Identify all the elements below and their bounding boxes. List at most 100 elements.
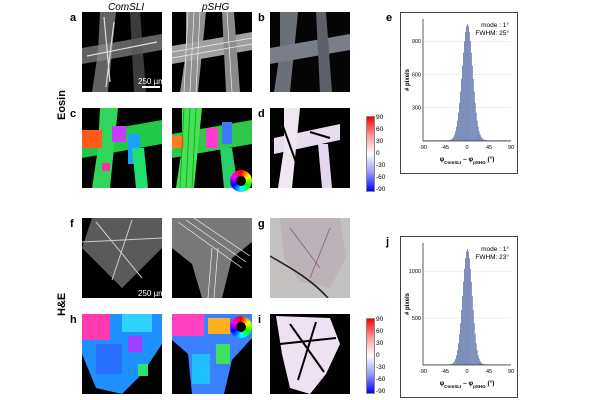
- annotation-mode: mode : 1°: [481, 245, 509, 253]
- histogram-bar: [451, 363, 453, 365]
- histogram-bar: [453, 362, 455, 365]
- histogram-bar: [473, 323, 475, 365]
- histogram-bar: [456, 355, 458, 365]
- histogram-bar: [476, 120, 478, 141]
- row-label-he: H&E: [56, 292, 68, 316]
- colorbar-tick: 30: [376, 138, 384, 145]
- row-label-eosin: Eosin: [56, 90, 68, 120]
- histogram-bar: [473, 91, 475, 141]
- histogram-bar: [459, 334, 460, 365]
- image-comsli-orientation-he: [82, 314, 162, 394]
- colorbar-tick: 90: [376, 316, 384, 323]
- x-tick-label: 0: [465, 369, 468, 375]
- scale-bar-top: [142, 86, 160, 88]
- histogram-bar: [482, 363, 484, 365]
- histogram-bar: [468, 31, 470, 142]
- histogram-bar: [464, 41, 465, 142]
- colorbar-tick: -90: [376, 186, 386, 193]
- histogram-bar: [462, 296, 463, 365]
- histogram-bar: [456, 126, 458, 141]
- histogram-bar: [481, 138, 483, 141]
- colorbar-tick: 0: [376, 352, 380, 359]
- histogram-bar: [480, 136, 482, 141]
- x-tick-label: -45: [441, 145, 449, 151]
- panel-label-i: i: [258, 314, 262, 326]
- histogram-bar: [478, 131, 480, 141]
- x-axis-label: φComSLI – φpSHG (°): [440, 379, 495, 389]
- histogram-bar: [481, 363, 483, 365]
- image-comsli-he: [82, 218, 162, 298]
- panel-label-f: f: [70, 218, 74, 230]
- histogram-bar: [460, 91, 461, 141]
- histogram-bar: [463, 52, 464, 141]
- histogram-bar: [467, 23, 468, 141]
- x-tick-label: 45: [486, 145, 492, 151]
- histogram-chart-e: 300 600 900 -90 -45 0 45 90 mode : 1°FWHM: 25° # …: [405, 19, 514, 165]
- image-pshg-eosin: [172, 12, 252, 92]
- x-tick-label: -45: [441, 369, 449, 375]
- y-tick-label: 600: [412, 72, 421, 78]
- y-tick-label: 300: [412, 106, 421, 112]
- histogram-bar: [458, 112, 459, 141]
- annotation-fwhm: FWHM: 25°: [475, 29, 509, 37]
- colorbar-tick: -90: [376, 388, 386, 395]
- histogram-bar: [467, 249, 468, 365]
- histogram-bar: [453, 136, 455, 141]
- colorbar-tick: 60: [376, 328, 384, 335]
- difference-colorbar-top: [366, 116, 375, 192]
- colorbar-tick: 90: [376, 114, 384, 121]
- histogram-bar: [469, 268, 471, 365]
- orientation-color-wheel-top: [230, 170, 252, 192]
- histogram-bar: [459, 102, 460, 141]
- histogram-bar: [460, 323, 461, 365]
- x-tick-label: 90: [508, 369, 514, 375]
- y-tick-label: 1000: [409, 269, 421, 275]
- panel-label-h: h: [70, 314, 77, 326]
- image-brightfield-he: [270, 218, 350, 298]
- histogram-bar: [477, 355, 479, 365]
- colorbar-tick: -60: [376, 174, 386, 181]
- histogram-bar: [480, 362, 482, 365]
- histogram-bar: [450, 139, 452, 141]
- annotation-fwhm: FWHM: 23°: [475, 253, 509, 261]
- histogram-bar: [475, 112, 477, 141]
- histogram-bar: [465, 258, 466, 365]
- scale-bar-bottom: [142, 298, 160, 300]
- histogram-bar: [470, 52, 472, 141]
- y-axis-label: # pixels: [405, 68, 411, 91]
- colorbar-tick: 30: [376, 340, 384, 347]
- image-difference-map-he: [270, 314, 350, 394]
- image-pshg-he: [172, 218, 252, 298]
- histogram-bar: [457, 120, 458, 141]
- x-tick-label: 0: [465, 145, 468, 151]
- x-tick-label: -90: [419, 145, 427, 151]
- x-tick-label: 45: [486, 369, 492, 375]
- histogram-bar: [461, 78, 462, 141]
- histogram-bar: [482, 139, 484, 141]
- y-tick-label: 900: [412, 39, 421, 45]
- histogram-bar: [483, 364, 485, 365]
- x-tick-label: 90: [508, 145, 514, 151]
- column-header-comsli: ComSLI: [108, 2, 145, 13]
- histogram-bar: [467, 251, 469, 365]
- histogram-bar: [474, 334, 476, 365]
- annotation-mode: mode : 1°: [481, 21, 509, 29]
- panel-label-j: j: [386, 236, 390, 248]
- histogram-chart-j: 500 1000 -90 -45 0 45 90 mode : 1°FWHM: 23° # pi…: [405, 243, 514, 389]
- panel-label-g: g: [258, 218, 265, 230]
- panel-label-c: c: [70, 108, 77, 120]
- image-difference-map-eosin: [270, 108, 350, 188]
- histogram-bar: [465, 31, 466, 142]
- histogram-bar: [454, 361, 456, 365]
- histogram-bar: [485, 140, 487, 141]
- image-comsli-eosin: [82, 12, 162, 92]
- histogram-bar: [461, 310, 462, 365]
- image-comsli-orientation-eosin: [82, 108, 162, 188]
- colorbar-tick: 60: [376, 126, 384, 133]
- histogram-bar: [452, 138, 454, 141]
- histogram-bar: [469, 41, 471, 142]
- histogram-panel-j: 500 1000 -90 -45 0 45 90 mode : 1° FWHM: 23° # pi…: [400, 236, 518, 398]
- histogram-bar: [479, 361, 481, 365]
- histogram-bar: [452, 363, 454, 365]
- histogram-bar: [455, 358, 457, 365]
